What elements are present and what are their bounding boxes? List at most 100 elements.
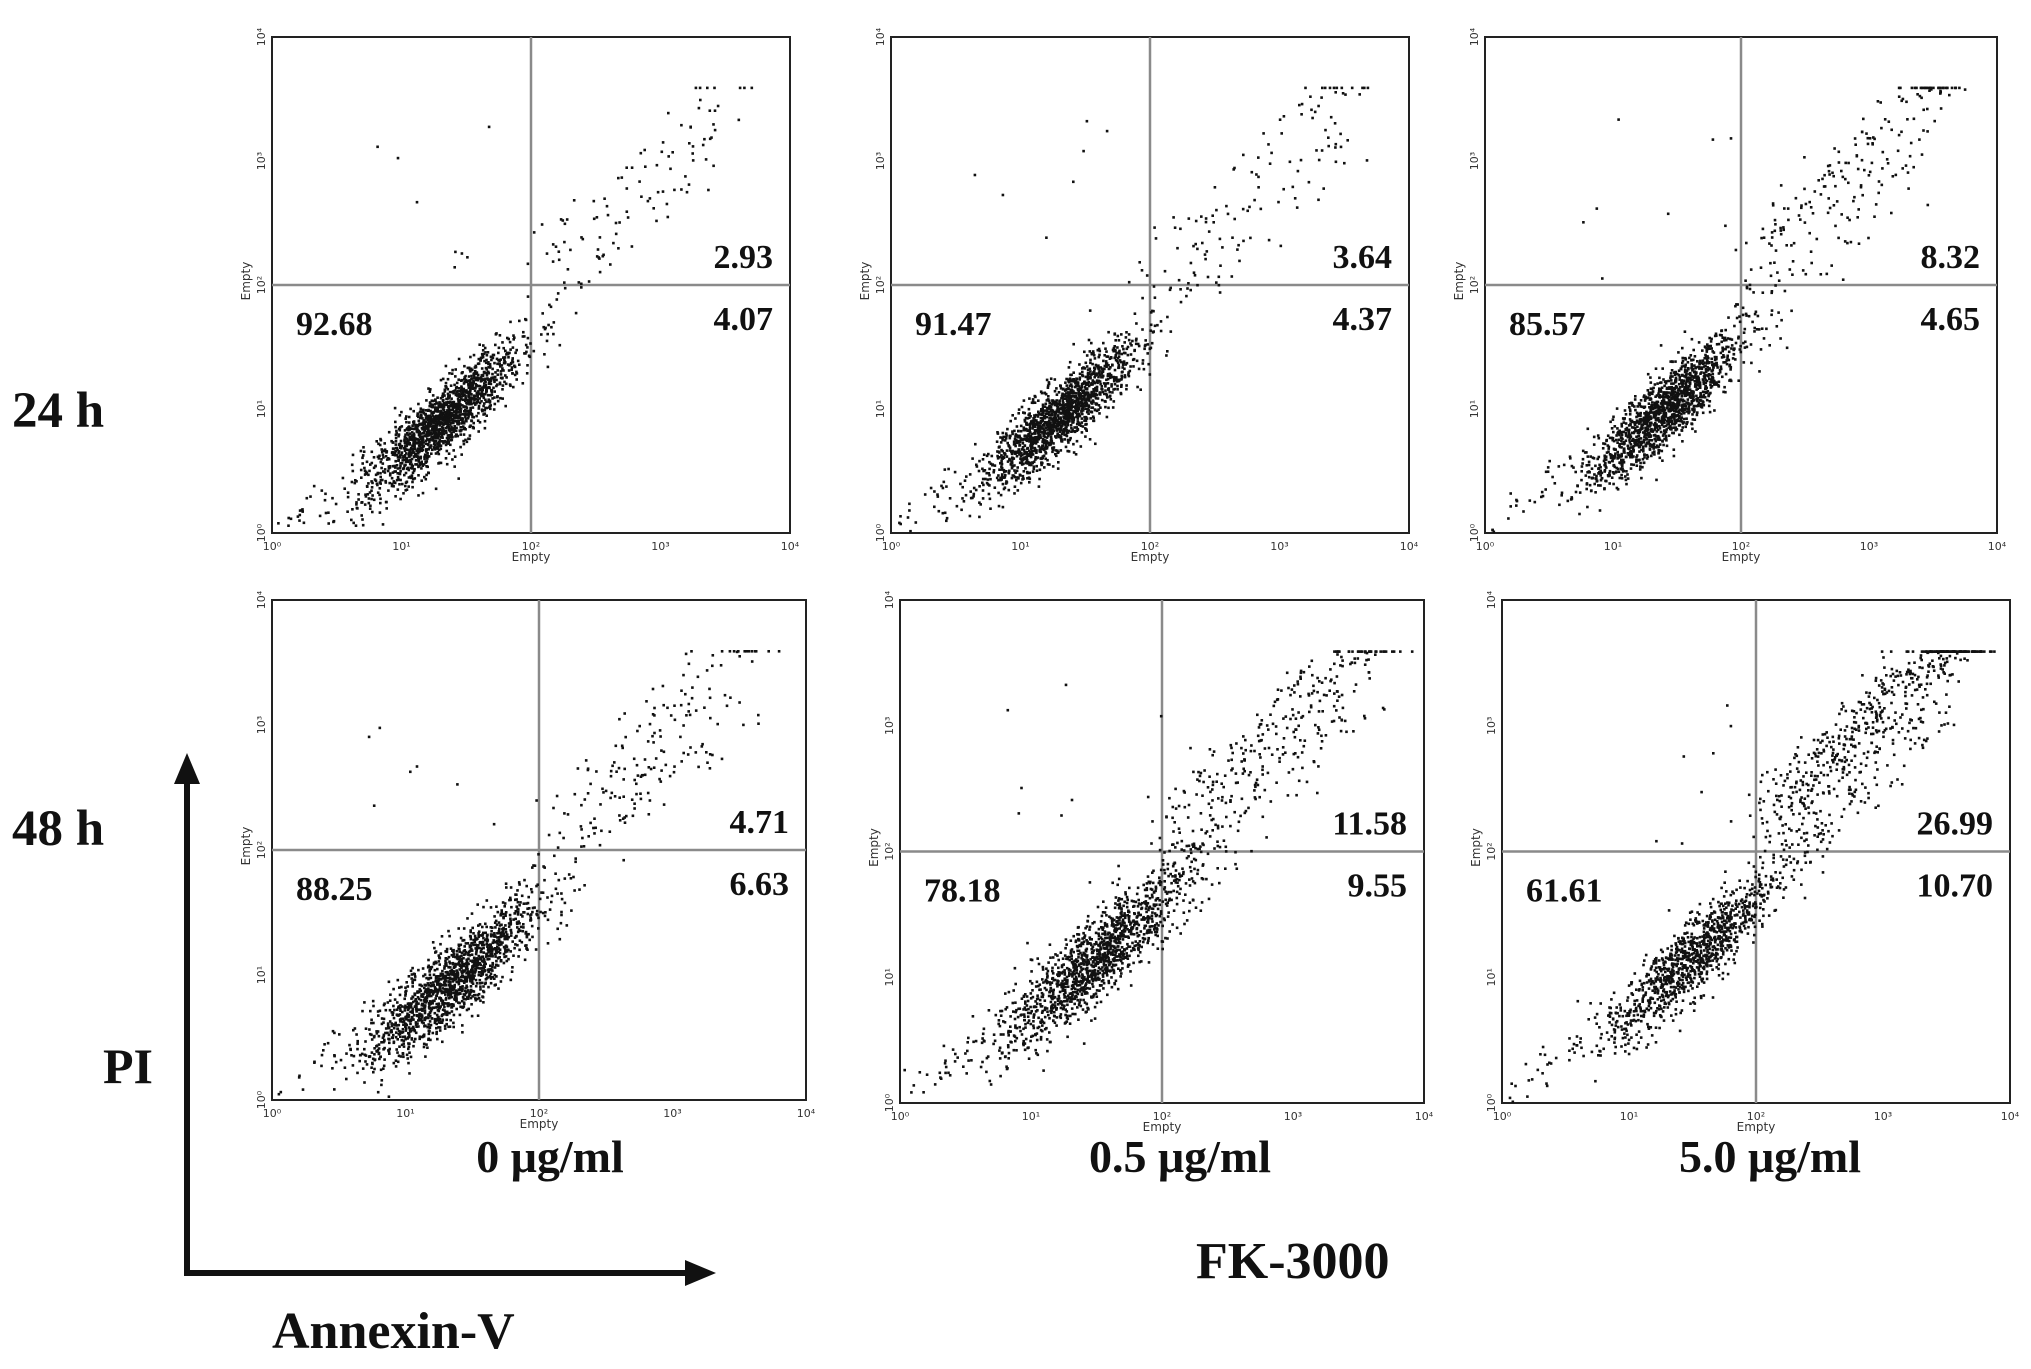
event-dot: [368, 507, 372, 510]
event-dot: [351, 508, 354, 511]
event-dot: [394, 420, 397, 424]
event-dot: [1045, 406, 1049, 410]
event-dot: [462, 398, 465, 402]
event-dot: [494, 371, 497, 374]
event-dot: [1120, 383, 1123, 387]
event-dot: [468, 402, 471, 406]
event-dot: [1103, 367, 1106, 371]
event-dot: [466, 413, 469, 416]
event-dot: [447, 440, 450, 444]
event-dot: [434, 398, 437, 401]
event-dot: [521, 382, 525, 385]
event-dot: [429, 415, 433, 419]
event-dot: [502, 346, 505, 350]
event-dot: [546, 332, 549, 336]
event-dot: [450, 372, 454, 375]
event-dot: [442, 398, 445, 402]
event-dot: [561, 219, 565, 222]
event-dot: [563, 286, 567, 290]
event-dot: [1056, 467, 1060, 470]
event-dot: [464, 380, 468, 383]
event-dot: [433, 421, 436, 425]
event-dot: [457, 387, 461, 390]
event-dot: [554, 245, 558, 248]
event-dot: [373, 478, 377, 481]
event-dot: [385, 507, 388, 510]
event-dot: [447, 436, 450, 440]
event-dot: [1039, 409, 1043, 413]
event-dot: [495, 384, 498, 388]
event-dot: [463, 413, 467, 417]
event-dot: [427, 448, 430, 451]
event-dot: [442, 423, 445, 426]
scatter-panel: 10⁰10⁰10¹10¹10²10²10³10³10⁴10⁴EmptyEmpty…: [239, 27, 800, 564]
event-dot: [1022, 399, 1026, 402]
event-dot: [410, 427, 414, 431]
event-dot: [375, 440, 378, 443]
event-dot: [474, 403, 477, 406]
event-dot: [378, 481, 382, 484]
event-dot: [403, 439, 406, 443]
event-dot: [483, 426, 487, 430]
event-dot: [442, 392, 445, 395]
event-dot: [1107, 388, 1110, 392]
event-dots: [898, 86, 1370, 533]
event-dot: [459, 403, 462, 406]
event-dot: [369, 504, 372, 508]
event-dot: [456, 416, 459, 420]
event-dot: [459, 407, 463, 410]
event-dot: [381, 453, 385, 457]
event-dot: [459, 426, 462, 429]
event-dot: [467, 391, 471, 395]
event-dot: [370, 461, 374, 465]
event-dot: [1084, 361, 1088, 365]
event-dot: [287, 516, 290, 520]
event-dot: [410, 463, 414, 466]
event-dot: [440, 425, 444, 429]
event-dot: [476, 373, 480, 377]
event-dot: [462, 427, 465, 431]
event-dot: [410, 434, 414, 438]
event-dot: [1029, 415, 1032, 418]
event-dot: [1022, 449, 1026, 452]
event-dot: [428, 432, 432, 435]
event-dot: [444, 381, 448, 385]
event-dot: [1129, 353, 1133, 356]
event-dot: [1098, 412, 1101, 415]
event-dot: [409, 454, 413, 457]
event-dot: [384, 500, 388, 504]
event-dot: [502, 369, 505, 372]
event-dot: [1004, 432, 1008, 435]
event-dot: [423, 427, 427, 430]
event-dot: [400, 451, 404, 454]
event-dot: [417, 474, 420, 477]
event-dot: [1051, 448, 1055, 451]
event-dot: [492, 353, 496, 357]
x-tick-label: 10³: [651, 540, 669, 553]
event-dot: [428, 414, 431, 418]
event-dot: [479, 359, 482, 362]
event-dot: [393, 453, 397, 456]
event-dot: [429, 425, 432, 428]
event-dot: [1032, 417, 1035, 420]
event-dot: [476, 419, 480, 422]
event-dot: [395, 454, 398, 457]
event-dot: [1084, 435, 1087, 438]
event-dot: [475, 372, 479, 376]
event-dot: [648, 197, 652, 200]
event-dot: [469, 392, 473, 396]
event-dot: [497, 351, 500, 355]
event-dot: [1117, 366, 1120, 370]
event-dot: [464, 410, 468, 413]
event-dot: [454, 387, 458, 390]
event-dot: [416, 448, 420, 452]
event-dot: [1078, 376, 1082, 379]
y-tick-label: 10¹: [874, 400, 887, 418]
event-dot: [489, 382, 493, 386]
x-tick-label: 10¹: [392, 540, 410, 553]
event-dot: [1148, 373, 1152, 376]
event-dot: [526, 346, 529, 349]
event-dot: [1084, 427, 1087, 430]
event-dot: [1022, 411, 1025, 414]
event-dot: [469, 406, 472, 410]
